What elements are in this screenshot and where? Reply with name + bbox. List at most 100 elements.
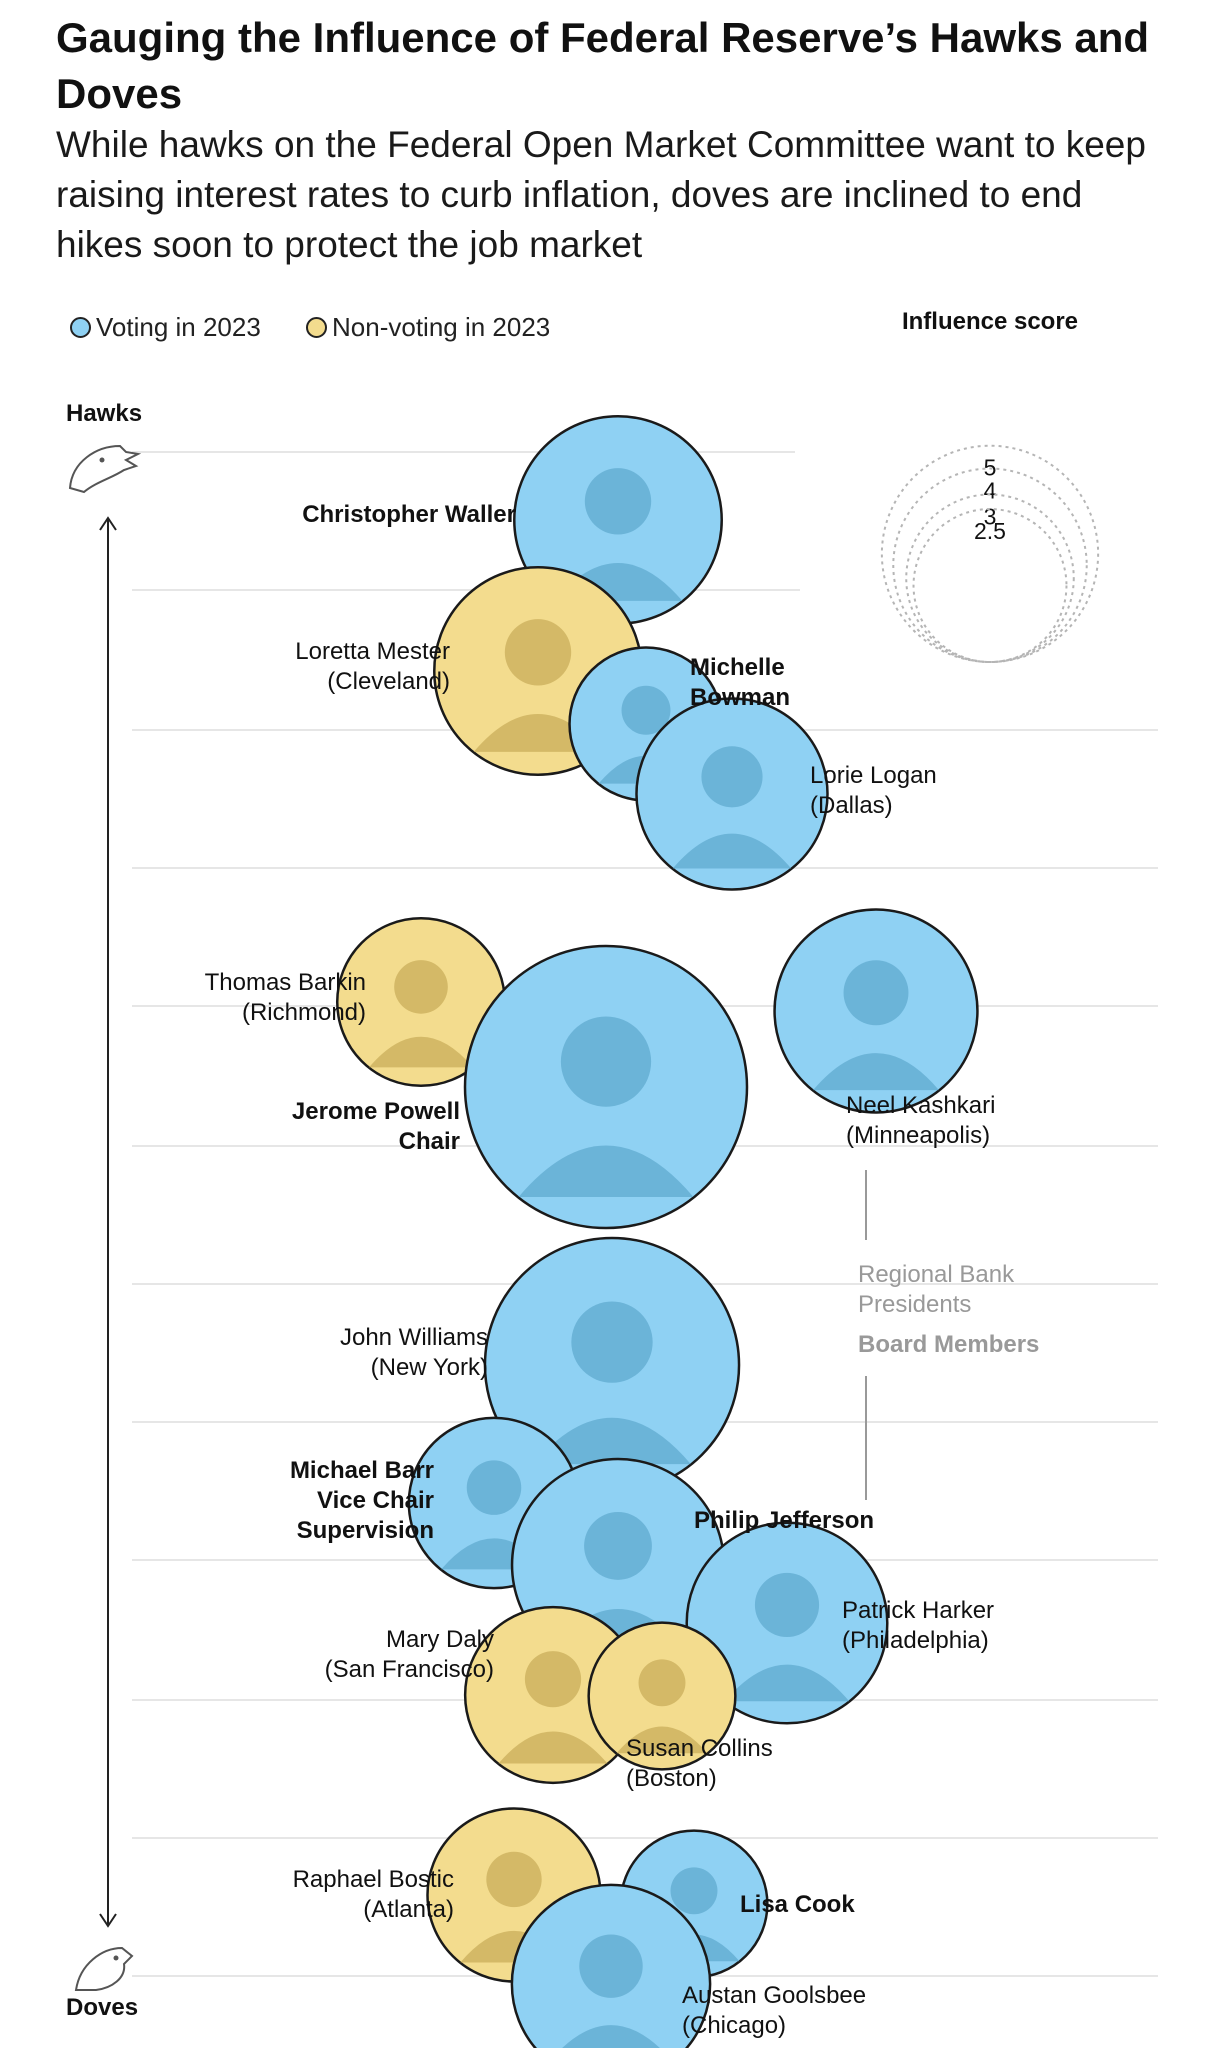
portrait-shoulders-icon — [498, 1731, 608, 1764]
portrait-head-icon — [843, 960, 909, 1026]
bubble-austan-goolsbee — [510, 1883, 712, 2048]
portrait-head-icon — [486, 1851, 542, 1908]
portrait-head-icon — [579, 1934, 643, 1998]
label-line: (San Francisco) — [325, 1656, 494, 1683]
member-labels: Christopher Waller Loretta Mester (Clevela… — [205, 501, 996, 2039]
portrait-head-icon — [621, 685, 671, 735]
axis-label-hawks: Hawks — [66, 400, 143, 427]
label-line: (New York) — [371, 1354, 488, 1381]
chart-title: Gauging the Influence of Federal Reserve… — [56, 14, 1150, 117]
legend-voting: Voting in 2023 — [70, 312, 261, 343]
portrait-head-icon — [701, 746, 763, 808]
label-line: Christopher Waller — [302, 501, 516, 528]
label-line: (Minneapolis) — [846, 1122, 990, 1149]
label-line: Michael Barr — [290, 1457, 434, 1484]
label-line: (Richmond) — [242, 999, 366, 1026]
label-john-williams: John Williams (New York) — [340, 1324, 488, 1381]
label-austan-goolsbee: Austan Goolsbee (Chicago) — [682, 1982, 866, 2039]
label-thomas-barkin: Thomas Barkin (Richmond) — [205, 969, 366, 1026]
label-neel-kashkari: Neel Kashkari (Minneapolis) — [846, 1092, 995, 1149]
scale-value-label: 3 — [984, 503, 997, 529]
label-line: Austan Goolsbee — [682, 1982, 866, 2009]
portrait-shoulders-icon — [672, 833, 792, 869]
label-line: Loretta Mester — [295, 638, 450, 665]
portrait-shoulders-icon — [518, 1145, 694, 1197]
portrait-shoulders-icon — [724, 1664, 850, 1702]
portrait-shoulders-icon — [369, 1036, 473, 1068]
portrait-shoulders-icon — [813, 1053, 939, 1091]
label-line: (Boston) — [626, 1765, 717, 1792]
bubble-susan-collins — [587, 1621, 737, 1771]
portrait-head-icon — [584, 1512, 652, 1580]
label-line: Jerome Powell — [292, 1098, 460, 1125]
portrait-head-icon — [584, 468, 652, 535]
label-philip-jefferson: Philip Jefferson — [694, 1507, 874, 1534]
label-line: Patrick Harker — [842, 1597, 994, 1624]
label-line: (Chicago) — [682, 2012, 786, 2039]
label-line: Philip Jefferson — [694, 1507, 874, 1534]
group-divider: Regional Bank Presidents Board Members — [858, 1170, 1039, 1500]
group-label-board: Board Members — [858, 1331, 1039, 1358]
legend-voting-label: Voting in 2023 — [96, 312, 261, 342]
scale-circle — [892, 467, 1088, 663]
chart-subtitle: While hawks on the Federal Open Market C… — [56, 124, 1146, 265]
portrait-head-icon — [638, 1659, 686, 1707]
label-line: Supervision — [297, 1517, 434, 1544]
portrait-head-icon — [466, 1460, 522, 1515]
portrait-shoulders-icon — [533, 1417, 691, 1465]
label-line: Vice Chair — [317, 1487, 434, 1514]
nonvoting-dot-icon — [306, 317, 327, 338]
label-loretta-mester: Loretta Mester (Cleveland) — [295, 638, 450, 695]
axis-label-doves: Doves — [66, 1994, 139, 2021]
label-line: Bowman — [690, 684, 790, 711]
voting-dot-icon — [70, 317, 91, 338]
dove-icon — [74, 1946, 134, 1991]
label-line: (Atlanta) — [363, 1896, 454, 1923]
label-line: Michelle — [690, 654, 785, 681]
label-line: John Williams — [340, 1324, 488, 1351]
portrait-head-icon — [394, 960, 448, 1014]
scale-value-label: 2.5 — [974, 518, 1006, 544]
label-line: Lorie Logan — [810, 762, 937, 789]
label-line: Susan Collins — [626, 1735, 773, 1762]
label-michelle-bowman: Michelle Bowman — [690, 654, 790, 711]
bubble-jerome-powell — [463, 944, 749, 1230]
label-michael-barr: Michael Barr Vice Chair Supervision — [290, 1457, 434, 1544]
vertical-axis-arrow — [99, 516, 117, 1928]
legend-nonvoting: Non-voting in 2023 — [306, 312, 550, 343]
label-jerome-powell: Jerome Powell Chair — [292, 1098, 460, 1155]
label-lorie-logan: Lorie Logan (Dallas) — [810, 762, 937, 819]
label-line: (Cleveland) — [327, 668, 450, 695]
influence-score-title: Influence score — [901, 308, 1079, 335]
label-line: Chair — [399, 1128, 460, 1155]
portrait-head-icon — [754, 1572, 820, 1638]
group-label-regional-line: Presidents — [858, 1291, 971, 1318]
label-line: Lisa Cook — [740, 1891, 855, 1918]
portrait-head-icon — [504, 619, 572, 686]
label-mary-daly: Mary Daly (San Francisco) — [325, 1626, 494, 1683]
label-line: Raphael Bostic — [293, 1866, 454, 1893]
label-line: (Dallas) — [810, 792, 893, 819]
scale-circle — [905, 493, 1075, 663]
portrait-head-icon — [524, 1651, 582, 1708]
label-line: Mary Daly — [386, 1626, 494, 1653]
portrait-shoulders-icon — [562, 2025, 660, 2048]
legend-nonvoting-label: Non-voting in 2023 — [332, 312, 551, 342]
label-christopher-waller: Christopher Waller — [302, 501, 516, 528]
group-label-regional: Regional Bank Presidents — [858, 1261, 1015, 1318]
bubble-mary-daly — [463, 1605, 643, 1785]
scale-value-label: 4 — [984, 478, 997, 504]
group-label-regional-line: Regional Bank — [858, 1261, 1015, 1288]
label-susan-collins: Susan Collins (Boston) — [626, 1735, 773, 1792]
bubble-neel-kashkari — [773, 908, 979, 1114]
portrait-shoulders-icon — [616, 1726, 708, 1754]
bubble-lorie-logan — [635, 697, 829, 891]
portrait-head-icon — [560, 1016, 652, 1107]
scale-circle — [912, 508, 1068, 664]
label-patrick-harker: Patrick Harker (Philadelphia) — [842, 1597, 994, 1654]
hawk-icon — [68, 444, 142, 494]
member-bubbles — [335, 415, 979, 2048]
label-line: Neel Kashkari — [846, 1092, 995, 1119]
